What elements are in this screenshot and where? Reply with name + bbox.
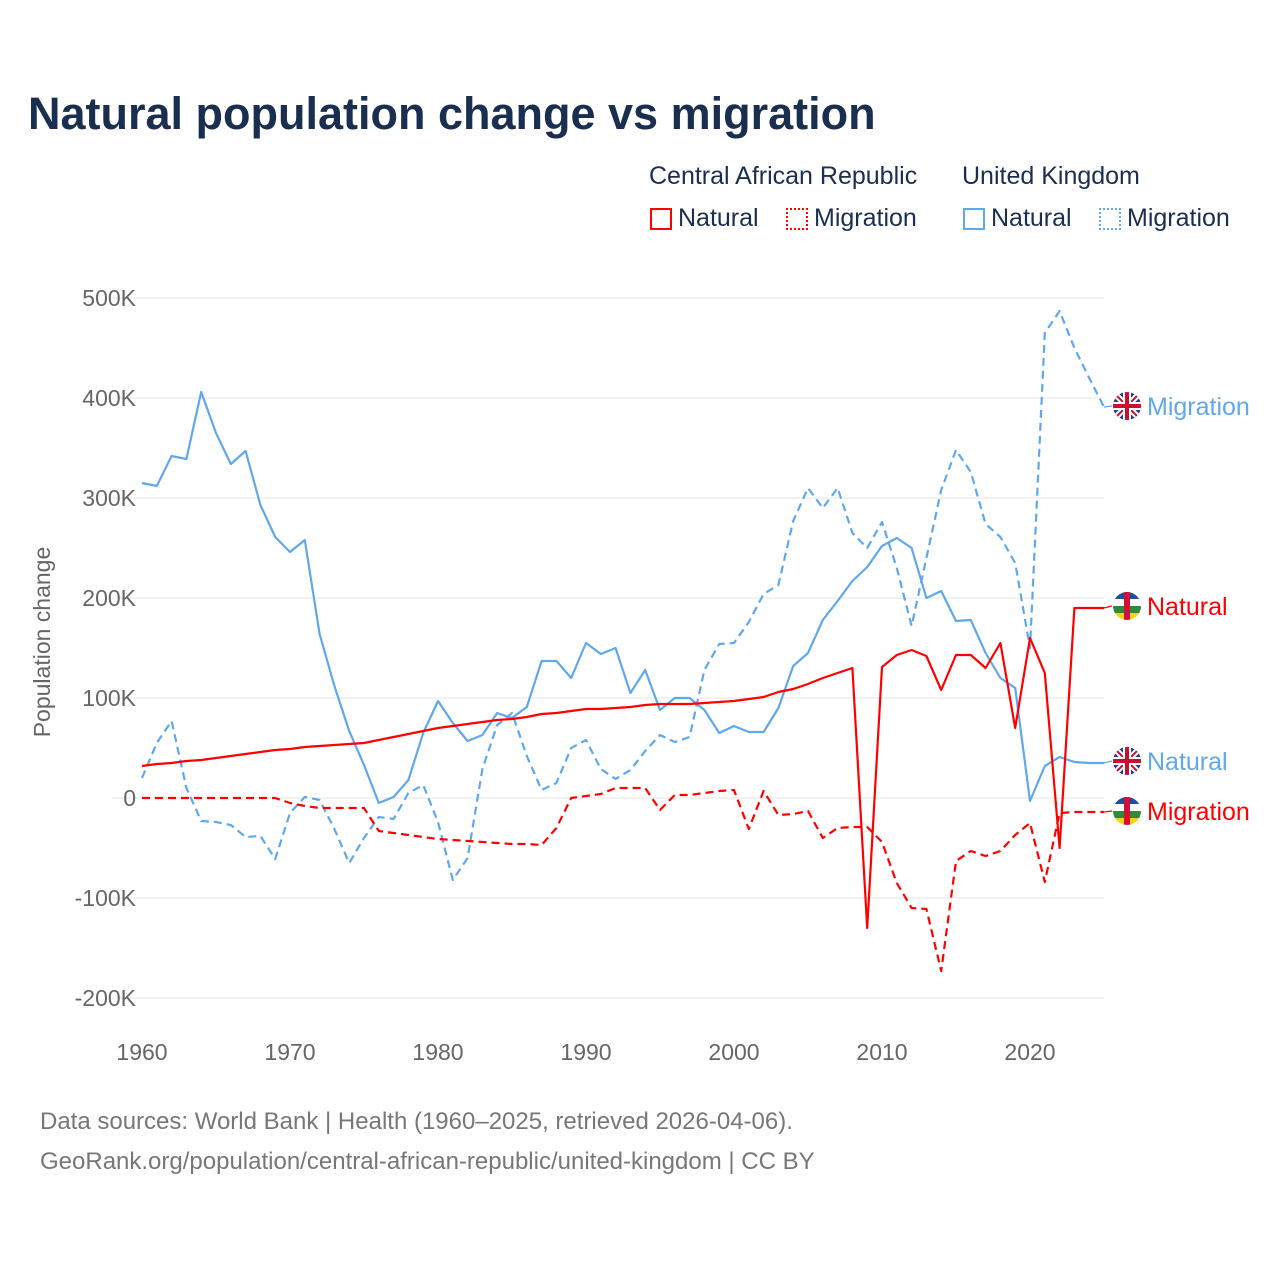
- x-tick-label: 2020: [1004, 1039, 1055, 1065]
- x-tick-label: 2000: [708, 1039, 759, 1065]
- car-flag-icon: [1113, 592, 1141, 620]
- legend-label: Natural: [991, 204, 1072, 232]
- source-line-2[interactable]: GeoRank.org/population/central-african-r…: [40, 1148, 815, 1175]
- legend-label: Natural: [678, 204, 759, 232]
- legend-group-uk: United Kingdom: [962, 162, 1140, 190]
- flag-body: [1113, 592, 1141, 620]
- car-flag-icon: [1113, 797, 1141, 825]
- legend-swatch-solid: [650, 207, 672, 230]
- y-tick-label: 400K: [82, 385, 136, 411]
- legend-uk-migration[interactable]: Migration: [1099, 204, 1230, 233]
- source-line-1: Data sources: World Bank | Health (1960–…: [40, 1108, 793, 1135]
- uk-flag-icon: [1113, 747, 1141, 775]
- leader-line: [1103, 810, 1113, 813]
- y-tick-label: 300K: [82, 485, 136, 511]
- x-tick-label: 1980: [412, 1039, 463, 1065]
- y-tick-label: -200K: [75, 985, 137, 1011]
- y-axis-label: Population change: [29, 547, 55, 738]
- x-tick-label: 1990: [560, 1039, 611, 1065]
- legend-swatch-dotted: [1099, 207, 1121, 230]
- series-line-car-natural: [141, 606, 1104, 930]
- series-end-label: Natural: [1147, 748, 1228, 776]
- uk-flag-icon: [1113, 392, 1141, 420]
- flag-cross-red: [1113, 392, 1141, 420]
- y-tick-label: 0: [123, 785, 136, 811]
- legend-label: Migration: [1127, 204, 1230, 232]
- series-end-label: Natural: [1147, 593, 1228, 621]
- flag-band: [1124, 592, 1130, 620]
- flag-body: [1113, 797, 1141, 825]
- legend-car-natural[interactable]: Natural: [650, 204, 759, 233]
- x-tick-label: 2010: [856, 1039, 907, 1065]
- legend-group-car: Central African Republic: [649, 162, 918, 190]
- flag-body: [1113, 392, 1141, 420]
- leader-line: [1103, 405, 1113, 408]
- series-line-uk-natural: [141, 390, 1104, 805]
- leader-line: [1103, 760, 1113, 764]
- flag-cross-red: [1113, 747, 1141, 775]
- flag-band: [1124, 797, 1130, 825]
- series-line-uk-migration: [140, 309, 1105, 882]
- y-tick-label: 500K: [82, 285, 136, 311]
- legend-swatch-solid: [963, 207, 985, 230]
- chart-title: Natural population change vs migration: [28, 88, 876, 139]
- flag-body: [1113, 747, 1141, 775]
- legend-uk-natural[interactable]: Natural: [963, 204, 1072, 233]
- legend-car-migration[interactable]: Migration: [786, 204, 917, 233]
- series-end-label: Migration: [1147, 798, 1250, 826]
- leader-line: [1103, 605, 1113, 609]
- series-line-car-migration: [142, 786, 1104, 973]
- x-tick-label: 1970: [264, 1039, 315, 1065]
- legend-swatch-dotted: [786, 207, 808, 230]
- legend-label: Migration: [814, 204, 917, 232]
- y-tick-label: 100K: [82, 685, 136, 711]
- series-end-label: Migration: [1147, 393, 1250, 421]
- x-tick-label: 1960: [116, 1039, 167, 1065]
- y-tick-label: 200K: [82, 585, 136, 611]
- y-tick-label: -100K: [75, 885, 137, 911]
